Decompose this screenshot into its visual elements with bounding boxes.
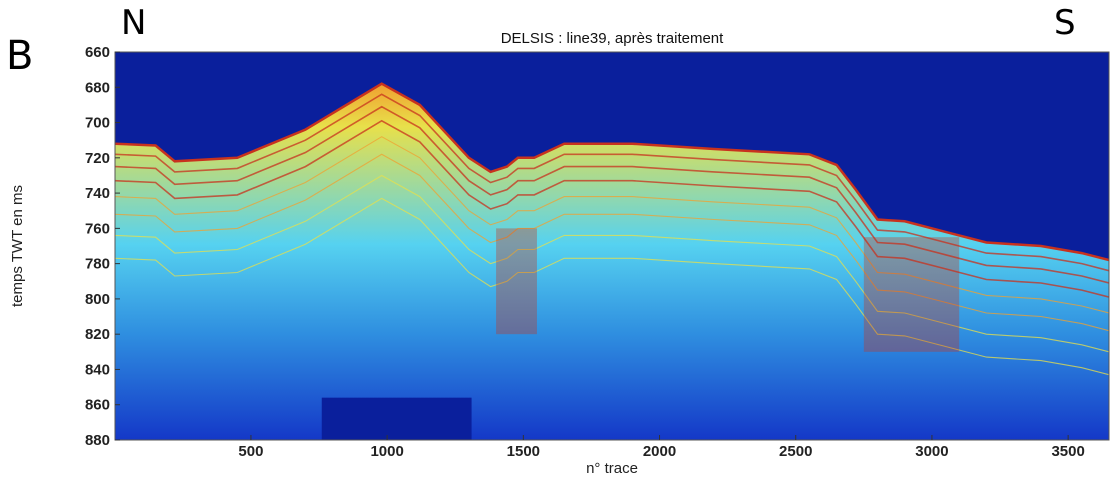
sub-bottom-reflector (115, 153, 1109, 332)
y-tick-label: 840 (85, 361, 110, 378)
south-label: S (1054, 3, 1076, 43)
y-tick-label: 660 (85, 44, 110, 61)
low-signal-blank (321, 397, 472, 440)
sub-bottom-reflector (115, 197, 1109, 376)
y-tick-label: 880 (85, 432, 110, 449)
panel-letter: B (6, 33, 34, 79)
y-tick-label: 860 (85, 397, 110, 414)
x-tick-label: 3000 (915, 443, 948, 460)
sediment-body (115, 83, 1109, 440)
strong-reflection-zone (496, 228, 537, 335)
y-tick-label: 820 (85, 326, 110, 343)
sub-bottom-reflector (115, 105, 1109, 284)
chart-title: DELSIS : line39, après traitement (500, 30, 724, 47)
x-tick-label: 1000 (370, 443, 403, 460)
x-tick-label: 500 (238, 443, 263, 460)
y-tick-label: 740 (85, 185, 110, 202)
sub-bottom-reflector (115, 174, 1109, 353)
y-tick-label: 700 (85, 115, 110, 132)
sub-bottom-reflector (115, 136, 1109, 314)
sub-bottom-reflector (115, 119, 1109, 298)
x-tick-label: 3500 (1051, 443, 1084, 460)
reflector-layer (115, 93, 1109, 376)
x-tick-label: 2500 (779, 443, 812, 460)
x-axis-ticks: 500 1000 1500 2000 2500 3000 3500 (238, 435, 1085, 460)
y-tick-label: 780 (85, 256, 110, 273)
x-tick-label: 1500 (507, 443, 540, 460)
strong-reflection-zone (863, 237, 960, 352)
y-tick-label: 760 (85, 220, 110, 237)
y-axis-ticks: 660 680 700 720 740 760 780 800 820 840 860 880 (85, 44, 120, 449)
y-tick-label: 680 (85, 79, 110, 96)
x-tick-label: 2000 (643, 443, 676, 460)
north-label: N (121, 3, 147, 43)
plot-frame (114, 51, 1110, 441)
sub-bottom-reflector (115, 93, 1109, 272)
strong-reflection-zones (496, 228, 960, 352)
y-axis-title: temps TWT en ms (9, 185, 26, 307)
seafloor-reflector (115, 82, 1109, 262)
x-axis-title: n° trace (586, 460, 638, 477)
seismic-section (115, 82, 1109, 440)
y-tick-label: 800 (85, 291, 110, 308)
y-tick-label: 720 (85, 150, 110, 167)
